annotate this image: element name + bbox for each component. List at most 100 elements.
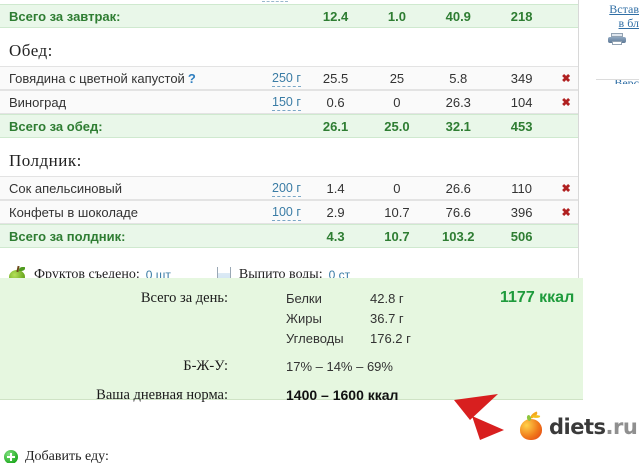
food-kcal: 396 <box>510 204 533 220</box>
food-carbs: 76.6 <box>445 204 471 220</box>
afternoon-total-label: Всего за полдник: <box>9 228 126 244</box>
qty-link[interactable]: 150 г <box>272 95 301 111</box>
daily-norm-value: 1400 – 1600 ккал <box>286 387 399 403</box>
diets-ru-logo: diets.ru <box>518 411 638 440</box>
afternoon-total-fat: 10.7 <box>384 228 410 244</box>
lunch-total-fat: 25.0 <box>384 118 410 134</box>
lunch-total-row: Всего за обед: 26.1 25.0 32.1 453 <box>0 114 578 138</box>
lunch-total-protein: 26.1 <box>322 118 349 134</box>
table-row[interactable]: Говядина с цветной капустой? 250 г 25.5 … <box>0 66 578 90</box>
insert-to-blog-link-line2[interactable]: в бл <box>618 16 639 30</box>
food-name-text: Конфеты в шоколаде <box>9 204 138 220</box>
qty-link[interactable]: 100 г <box>272 205 301 221</box>
afternoon-total-carbs: 103.2 <box>441 228 475 244</box>
delete-icon[interactable]: ✖ <box>561 97 571 109</box>
daily-norm-label: Ваша дневная норма: <box>96 387 228 403</box>
table-row[interactable]: Конфеты в шоколаде 100 г 2.9 10.7 76.6 3… <box>0 200 578 224</box>
protein-value: 42.8 г <box>370 291 404 306</box>
food-kcal: 110 <box>511 180 532 196</box>
food-name-text: Говядина с цветной капустой <box>9 70 185 86</box>
food-qty-cell: 150 г <box>249 95 304 111</box>
table-top-edge <box>0 0 578 4</box>
breakfast-total-kcal: 218 <box>510 8 533 24</box>
food-protein: 0.6 <box>326 94 345 110</box>
food-name-cell[interactable]: Виноград <box>0 95 249 110</box>
bju-value: 17% – 14% – 69% <box>286 359 393 374</box>
bju-label: Б-Ж-У: <box>183 358 228 374</box>
meal-header-lunch: Обед: <box>0 36 578 66</box>
food-qty-cell: 250 г <box>249 71 304 87</box>
breakfast-total-row: Всего за завтрак: 12.4 1.0 40.9 218 <box>0 4 578 28</box>
day-total-label: Всего за день: <box>140 290 228 306</box>
right-sidebar: Встав в бл Верс для печ <box>596 0 639 84</box>
protein-key: Белки <box>286 291 322 306</box>
food-protein: 25.5 <box>322 70 349 86</box>
day-summary-panel: Всего за день: Белки 42.8 г Жиры 36.7 г … <box>0 278 583 403</box>
food-carbs: 26.6 <box>445 180 471 196</box>
delete-cell[interactable]: ✖ <box>554 93 578 111</box>
food-kcal: 349 <box>510 70 533 86</box>
food-fat: 0 <box>393 94 401 110</box>
logo-apple-icon <box>518 411 544 440</box>
food-name-cell[interactable]: Сок апельсиновый <box>0 181 249 196</box>
logo-text: diets.ru <box>549 414 638 439</box>
breakfast-total-fat: 1.0 <box>387 8 406 24</box>
delete-icon[interactable]: ✖ <box>561 207 571 219</box>
table-spacer <box>0 248 578 258</box>
lunch-total-carbs: 32.1 <box>445 118 471 134</box>
delete-cell[interactable]: ✖ <box>554 69 578 87</box>
food-fat: 0 <box>393 180 401 196</box>
lunch-total-label: Всего за обед: <box>9 118 103 134</box>
logo-tld: .ru <box>605 414 638 439</box>
cursor-arrow-pointer <box>452 392 522 444</box>
food-protein: 1.4 <box>326 180 345 196</box>
food-carbs: 26.3 <box>445 94 471 110</box>
help-icon[interactable]: ? <box>187 70 196 86</box>
printer-icon <box>608 33 626 45</box>
food-diary-table: Всего за завтрак: 12.4 1.0 40.9 218 Обед… <box>0 0 579 293</box>
qty-link[interactable]: 200 г <box>272 181 301 197</box>
meal-title-lunch: Обед: <box>9 41 53 60</box>
delete-icon[interactable]: ✖ <box>561 183 571 195</box>
lunch-total-kcal: 453 <box>510 118 533 134</box>
food-kcal: 104 <box>510 94 533 110</box>
add-food-label: Добавить еду: <box>25 449 109 463</box>
partial-qty-link-above <box>262 1 288 3</box>
insert-to-blog-link-line1[interactable]: Встав <box>609 2 639 16</box>
sidebar-divider <box>596 79 639 80</box>
breakfast-total-label: Всего за завтрак: <box>9 8 121 24</box>
carbs-key: Углеводы <box>286 331 344 346</box>
afternoon-total-protein: 4.3 <box>326 228 345 244</box>
print-version-link-line1[interactable]: Верс <box>614 76 639 84</box>
food-protein: 2.9 <box>326 204 345 220</box>
fat-key: Жиры <box>286 311 322 326</box>
food-name-cell[interactable]: Конфеты в шоколаде <box>0 205 249 220</box>
table-row[interactable]: Виноград 150 г 0.6 0 26.3 104 ✖ <box>0 90 578 114</box>
food-qty-cell: 100 г <box>249 205 304 221</box>
food-name-text: Виноград <box>9 94 67 110</box>
qty-link[interactable]: 250 г <box>272 71 301 87</box>
table-row[interactable]: Сок апельсиновый 200 г 1.4 0 26.6 110 ✖ <box>0 176 578 200</box>
food-fat: 10.7 <box>384 204 410 220</box>
add-food-section[interactable]: Добавить еду: <box>0 449 109 463</box>
food-carbs: 5.8 <box>449 70 468 86</box>
fat-value: 36.7 г <box>370 311 404 326</box>
food-name-cell[interactable]: Говядина с цветной капустой? <box>0 71 249 86</box>
delete-cell[interactable]: ✖ <box>554 179 578 197</box>
delete-icon[interactable]: ✖ <box>561 73 571 85</box>
meal-title-afternoon: Полдник: <box>9 151 82 170</box>
breakfast-total-protein: 12.4 <box>322 8 349 24</box>
food-fat: 25 <box>389 70 405 86</box>
day-kcal-total: 1177 ккал <box>500 289 575 306</box>
afternoon-total-kcal: 506 <box>510 228 533 244</box>
delete-cell[interactable]: ✖ <box>554 203 578 221</box>
food-name-text: Сок апельсиновый <box>9 180 123 196</box>
afternoon-total-row: Всего за полдник: 4.3 10.7 103.2 506 <box>0 224 578 248</box>
food-qty-cell: 200 г <box>249 181 304 197</box>
breakfast-total-carbs: 40.9 <box>445 8 471 24</box>
carbs-value: 176.2 г <box>370 331 411 346</box>
plus-icon[interactable] <box>4 450 18 463</box>
logo-name: diets <box>549 414 606 439</box>
meal-header-afternoon: Полдник: <box>0 146 578 176</box>
